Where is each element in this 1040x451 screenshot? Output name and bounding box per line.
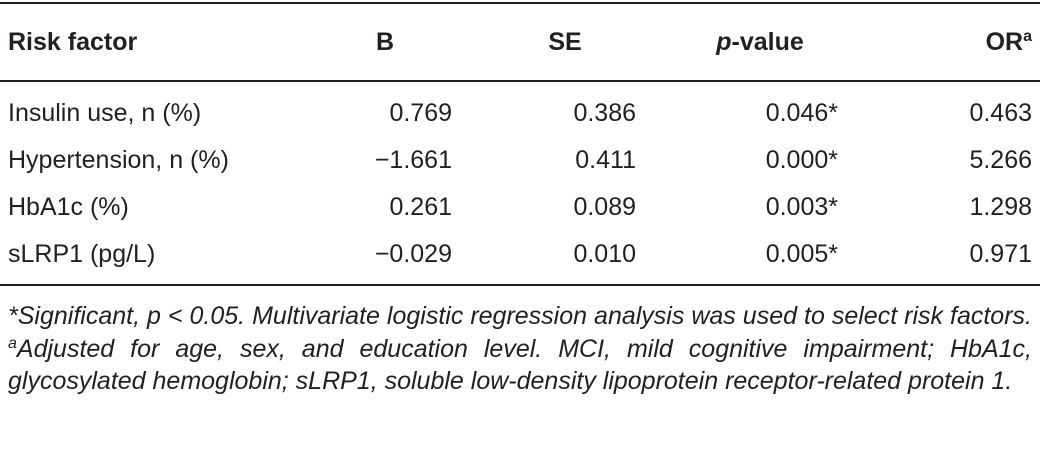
table-cell: Hypertension, n (%)	[8, 146, 229, 174]
footnote-sup: a	[8, 334, 17, 352]
header-italic: p	[716, 27, 732, 56]
table-cell: 0.010	[573, 240, 636, 268]
header-row: Risk factor B SE p-value ORa	[0, 3, 1040, 82]
footnote-text: *Significant, p < 0.05. Multivariate log…	[8, 302, 1032, 330]
table-cell: 0.003*	[765, 193, 838, 221]
footnote: *Significant, p < 0.05. Multivariate log…	[8, 300, 1032, 398]
results-table: Risk factor B SE p-value ORa Insulin use…	[0, 2, 1040, 286]
header-text: -value	[731, 27, 804, 56]
table-cell: 0.463	[969, 99, 1032, 127]
table-row: HbA1c (%) 0.261 0.089 0.003* 1.298	[0, 184, 1040, 231]
table-header: Risk factor B SE p-value ORa	[0, 3, 1040, 82]
header-cell: Risk factor	[0, 3, 300, 82]
table-body: Insulin use, n (%) 0.769 0.386 0.046* 0.463 H…	[0, 81, 1040, 285]
table-cell: HbA1c (%)	[8, 193, 129, 221]
table-row: Hypertension, n (%) −1.661 0.411 0.000* 5.26…	[0, 137, 1040, 184]
header-cell: p-value	[660, 3, 860, 82]
header-sup: a	[1023, 27, 1032, 45]
header-text: OR	[985, 27, 1024, 56]
table-cell: 0.089	[573, 193, 636, 221]
header-cell: ORa	[860, 3, 1040, 82]
table-cell: 0.261	[389, 193, 452, 221]
table-row: Insulin use, n (%) 0.769 0.386 0.046* 0.463	[0, 81, 1040, 137]
table-cell: −1.661	[374, 146, 452, 174]
header-cell: SE	[470, 3, 660, 82]
header-cell: B	[300, 3, 470, 82]
footnote-text: Adjusted for age, sex, and education lev…	[8, 334, 1032, 396]
table-cell: 1.298	[969, 193, 1032, 221]
table-cell: sLRP1 (pg/L)	[8, 240, 156, 268]
table-cell: Insulin use, n (%)	[8, 99, 202, 127]
table-cell: 0.046*	[765, 99, 838, 127]
table-cell: 0.386	[573, 99, 636, 127]
table-cell: 0.411	[575, 146, 636, 174]
table-cell: 5.266	[969, 146, 1032, 174]
table-cell: 0.005*	[765, 240, 838, 268]
table-cell: 0.769	[389, 99, 452, 127]
table-cell: 0.971	[969, 240, 1032, 268]
table-cell: −0.029	[374, 240, 452, 268]
table-cell: 0.000*	[765, 146, 838, 174]
table-row: sLRP1 (pg/L) −0.029 0.010 0.005* 0.971	[0, 231, 1040, 285]
